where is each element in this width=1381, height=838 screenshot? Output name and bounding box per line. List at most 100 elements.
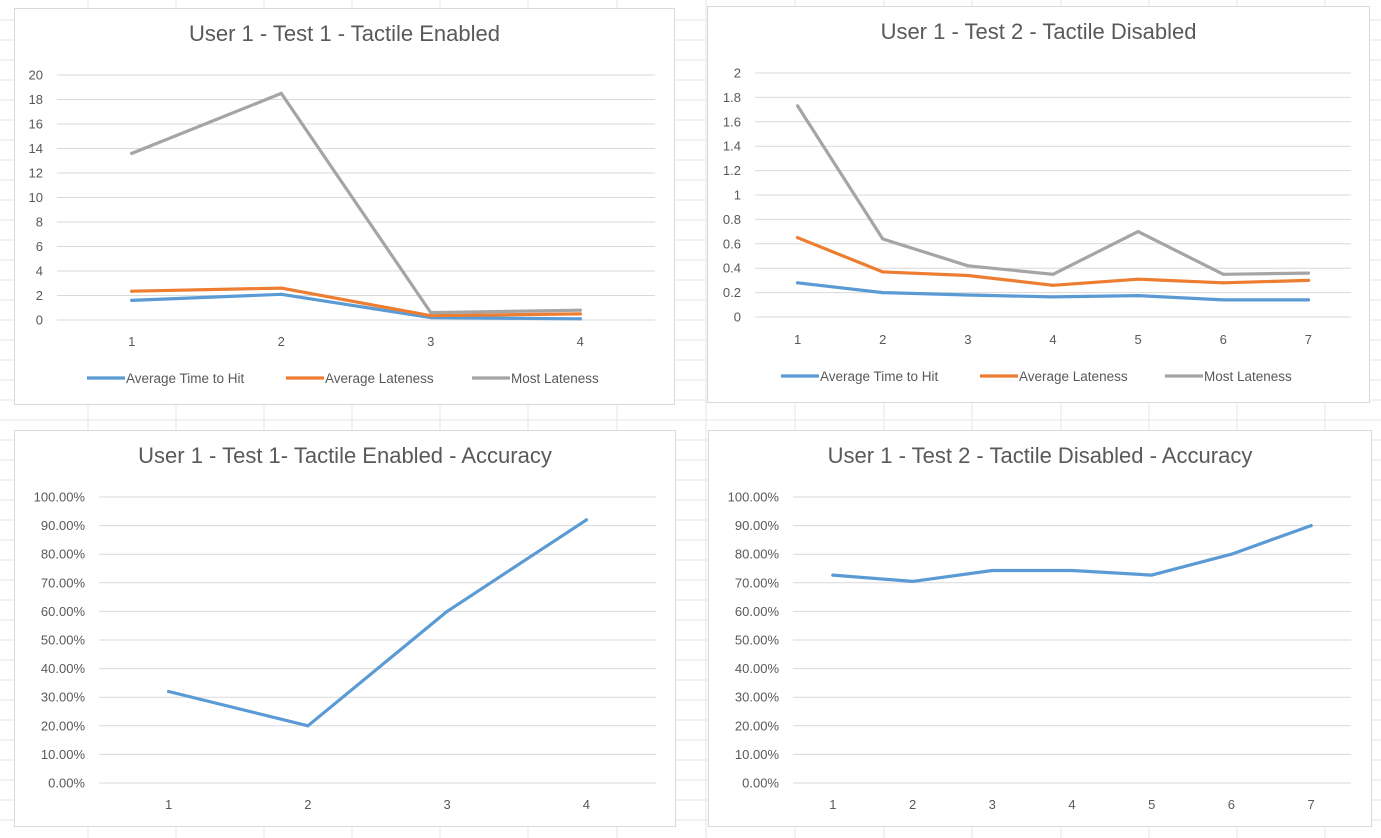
- x-tick-label: 7: [1308, 797, 1315, 812]
- y-tick-label: 2: [734, 66, 741, 81]
- x-tick-label: 1: [165, 797, 172, 812]
- chart-test2-accuracy[interactable]: User 1 - Test 2 - Tactile Disabled - Acc…: [708, 430, 1372, 827]
- data-point[interactable]: [1136, 230, 1140, 234]
- y-tick-label: 30.00%: [41, 690, 86, 705]
- data-point[interactable]: [1306, 278, 1311, 282]
- data-point[interactable]: [429, 311, 433, 315]
- chart-plot-area: 0 0.2 0.4 0.6 0.8 1 1.2 1.4 1.6 1.8 2 1 2 3 4 5 6 7 Averag…: [723, 66, 1351, 384]
- y-tick-label: 40.00%: [735, 661, 780, 676]
- data-point[interactable]: [1306, 298, 1311, 302]
- y-tick-label: 60.00%: [41, 604, 86, 619]
- y-tick-label: 1.2: [723, 163, 741, 178]
- series-line[interactable]: [795, 104, 1311, 276]
- y-tick-label: 90.00%: [735, 518, 780, 533]
- data-point[interactable]: [1221, 298, 1225, 302]
- y-tick-label: 0.00%: [742, 776, 779, 791]
- x-tick-label: 6: [1220, 332, 1227, 347]
- data-point[interactable]: [881, 291, 885, 295]
- series-line[interactable]: [167, 518, 589, 728]
- x-tick-label: 2: [909, 797, 916, 812]
- data-point[interactable]: [584, 518, 588, 522]
- x-tick-label: 3: [964, 332, 971, 347]
- series-line[interactable]: [130, 292, 582, 321]
- data-point[interactable]: [795, 236, 800, 240]
- data-point[interactable]: [1221, 281, 1225, 285]
- legend-label: Average Time to Hit: [820, 369, 939, 384]
- data-point[interactable]: [1221, 272, 1225, 276]
- x-tick-label: 5: [1135, 332, 1142, 347]
- data-point[interactable]: [1136, 277, 1140, 281]
- data-point[interactable]: [130, 298, 134, 302]
- data-point[interactable]: [279, 286, 283, 290]
- data-point[interactable]: [966, 273, 970, 278]
- data-point[interactable]: [578, 317, 582, 321]
- y-tick-label: 1.8: [723, 90, 741, 105]
- y-tick-label: 0.8: [723, 212, 741, 227]
- legend-label: Most Lateness: [511, 371, 599, 386]
- data-point[interactable]: [966, 293, 970, 297]
- data-point[interactable]: [966, 264, 970, 268]
- data-point[interactable]: [1309, 524, 1313, 528]
- data-point[interactable]: [130, 289, 134, 293]
- y-tick-label: 80.00%: [41, 547, 86, 562]
- y-tick-label: 20: [29, 68, 43, 83]
- chart-test2-tactile-disabled[interactable]: User 1 - Test 2 - Tactile Disabled 0 0.2 0…: [707, 6, 1370, 403]
- data-point[interactable]: [990, 568, 994, 573]
- data-point[interactable]: [279, 91, 283, 95]
- series-line[interactable]: [795, 236, 1311, 287]
- data-point[interactable]: [130, 151, 134, 155]
- x-tick-label: 4: [1049, 332, 1056, 347]
- data-point[interactable]: [881, 237, 885, 241]
- series-line[interactable]: [130, 91, 582, 315]
- y-tick-label: 0: [36, 313, 43, 328]
- chart-test1-accuracy[interactable]: User 1 - Test 1- Tactile Enabled - Accur…: [14, 430, 676, 827]
- data-point[interactable]: [795, 104, 800, 108]
- data-point[interactable]: [578, 312, 582, 316]
- data-point[interactable]: [578, 308, 582, 312]
- data-point[interactable]: [910, 579, 915, 583]
- data-point[interactable]: [306, 724, 310, 728]
- y-tick-label: 80.00%: [735, 547, 780, 562]
- data-point[interactable]: [1051, 272, 1055, 276]
- legend-label: Most Lateness: [1204, 369, 1292, 384]
- data-point[interactable]: [445, 609, 449, 613]
- data-point[interactable]: [1306, 271, 1311, 275]
- y-tick-label: 0.4: [723, 261, 741, 276]
- legend-label: Average Lateness: [1019, 369, 1128, 384]
- y-tick-label: 1.6: [723, 114, 741, 129]
- data-point[interactable]: [1150, 573, 1154, 577]
- y-tick-label: 40.00%: [41, 661, 86, 676]
- series-line[interactable]: [831, 523, 1313, 583]
- data-point[interactable]: [1070, 568, 1074, 573]
- data-point[interactable]: [279, 292, 283, 296]
- x-tick-label: 1: [794, 332, 801, 347]
- data-point[interactable]: [831, 573, 835, 577]
- data-point[interactable]: [881, 270, 885, 274]
- legend-label: Average Lateness: [325, 371, 434, 386]
- y-tick-label: 70.00%: [735, 575, 780, 590]
- y-tick-label: 10.00%: [735, 747, 780, 762]
- data-point[interactable]: [1136, 294, 1140, 298]
- y-tick-label: 14: [29, 141, 43, 156]
- y-tick-label: 20.00%: [735, 718, 780, 733]
- y-tick-label: 60.00%: [735, 604, 780, 619]
- data-point[interactable]: [1051, 283, 1055, 287]
- chart-title: User 1 - Test 2 - Tactile Disabled: [880, 19, 1197, 44]
- y-tick-label: 10: [29, 190, 43, 205]
- series-line[interactable]: [130, 286, 582, 318]
- y-tick-label: 1: [734, 188, 741, 203]
- chart-test1-tactile-enabled[interactable]: User 1 - Test 1 - Tactile Enabled 0 2 4 6 8 1…: [14, 8, 675, 405]
- y-tick-label: 18: [29, 92, 43, 107]
- y-tick-label: 2: [36, 288, 43, 303]
- data-point[interactable]: [1229, 552, 1234, 556]
- x-tick-label: 4: [577, 334, 584, 349]
- x-tick-label: 7: [1305, 332, 1312, 347]
- data-point[interactable]: [429, 314, 433, 318]
- data-point[interactable]: [167, 689, 171, 694]
- data-point[interactable]: [1051, 295, 1055, 299]
- x-tick-label: 2: [879, 332, 886, 347]
- data-point[interactable]: [795, 281, 800, 285]
- chart-title: User 1 - Test 2 - Tactile Disabled - Acc…: [827, 443, 1253, 468]
- y-tick-label: 12: [29, 166, 43, 181]
